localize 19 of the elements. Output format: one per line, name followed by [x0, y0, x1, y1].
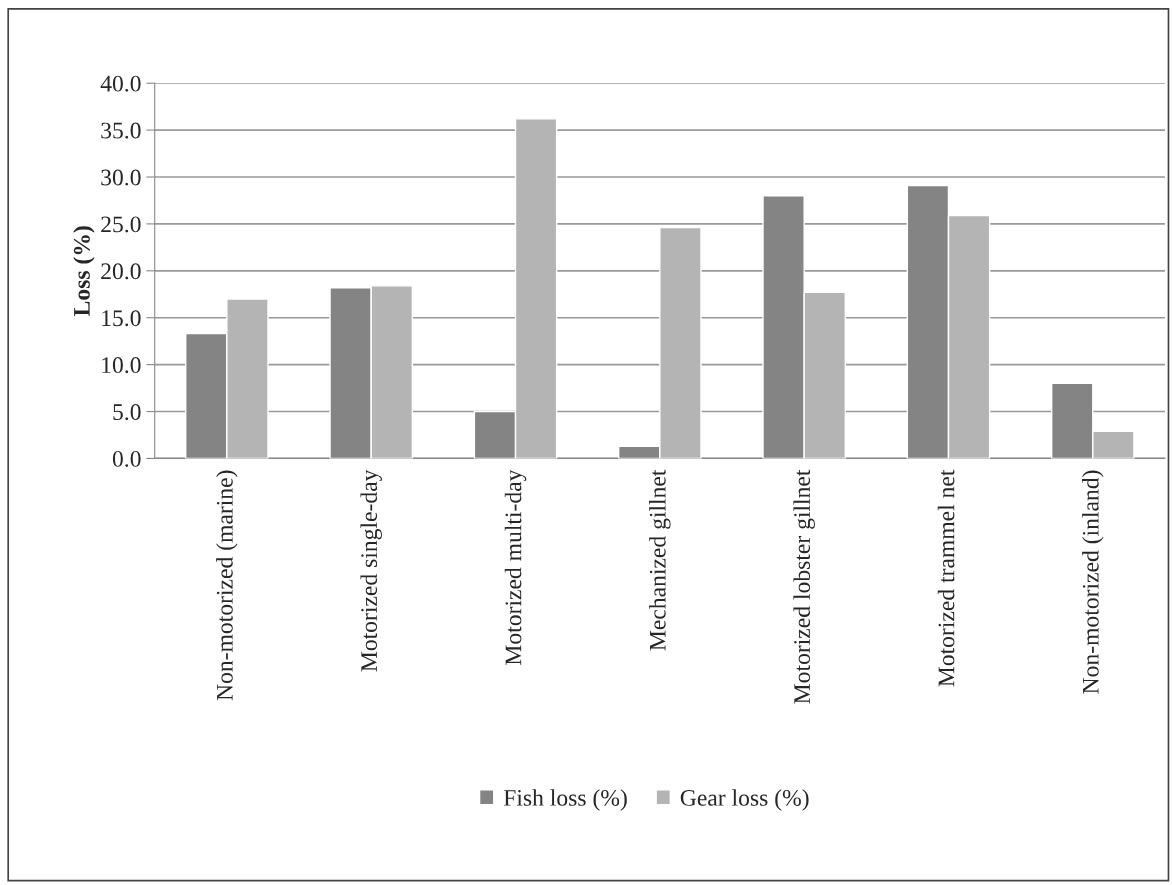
y-tick-label: 15.0: [102, 310, 141, 327]
x-tick-label: Mechanized gillnet: [649, 469, 671, 651]
x-tick-label: Motorized trammel net: [937, 469, 955, 687]
y-tick-label: 25.0: [101, 216, 141, 233]
legend-label: Gear loss (%): [680, 789, 809, 811]
x-tick-label: Non-motorized (marine): [216, 470, 238, 701]
x-tick-label: Motorized lobster gillnet: [793, 469, 815, 704]
legend-label: Fish loss (%): [503, 789, 627, 811]
x-tick-label: Motorized multi-day: [504, 469, 527, 665]
y-tick-label: 20.0: [101, 263, 141, 280]
y-tick-label: 5.0: [113, 404, 141, 421]
y-tick-label: 40.0: [100, 75, 141, 92]
y-tick-label: 35.0: [101, 122, 141, 139]
y-tick-label: 0.0: [112, 450, 141, 467]
x-tick-label: Motorized single-day: [360, 469, 382, 672]
y-tick-label: 30.0: [101, 169, 141, 186]
y-axis-title: Loss (%): [73, 226, 95, 316]
x-tick-label: Non-motorized (inland): [1082, 470, 1104, 694]
y-tick-label: 10.0: [102, 357, 141, 374]
